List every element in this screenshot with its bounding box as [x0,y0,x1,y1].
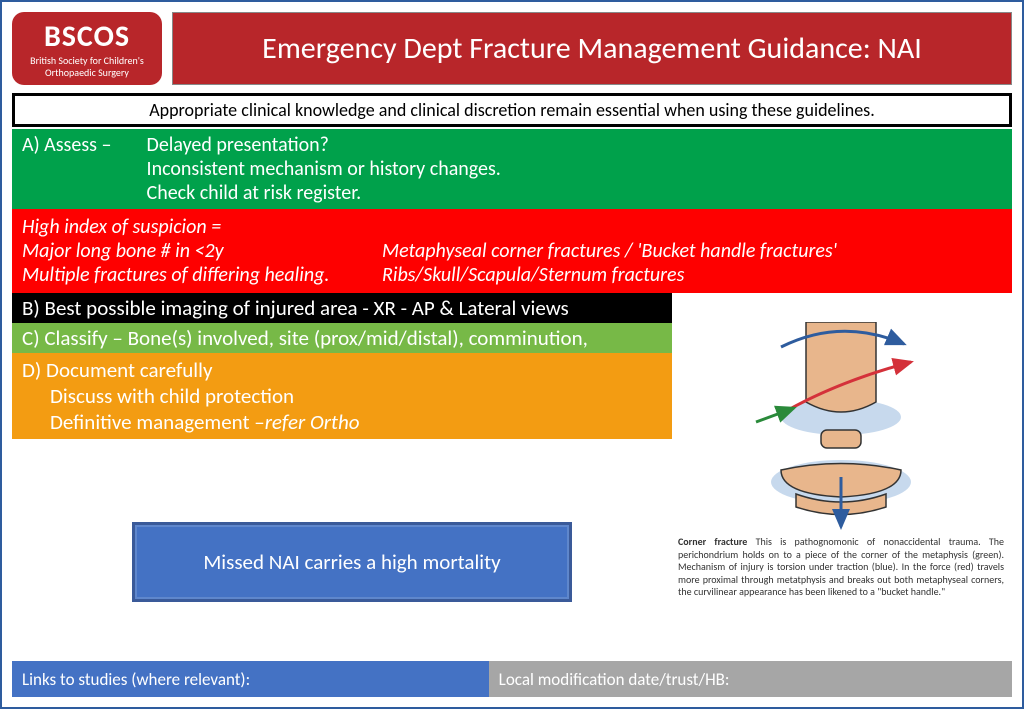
disclaimer-banner: Appropriate clinical knowledge and clini… [12,93,1012,127]
caption-bold: Corner fracture [678,535,747,548]
section-a-line1: Delayed presentation? [147,133,329,157]
suspicion-heading: High index of suspicion = [22,215,1002,239]
suspicion-right1: Metaphyseal corner fractures / 'Bucket h… [382,239,1002,263]
diagram-caption: Corner fracture This is pathognomonic of… [676,532,1006,603]
section-c-classify: C) Classify – Bone(s) involved, site (pr… [12,323,672,353]
logo-subtitle: British Society for Children's Orthopaed… [22,55,152,79]
mortality-callout: Missed NAI carries a high mortality [132,522,572,602]
section-d-document: D) Document carefully Discuss with child… [12,353,672,439]
logo-badge: BSCOS British Society for Children's Ort… [12,12,162,85]
section-d-line1: D) Document carefully [22,357,662,383]
fracture-diagram-svg [686,322,996,532]
section-a-label: A) Assess – [22,133,142,157]
suspicion-left1: Major long bone # in <2y [22,239,382,263]
section-d-line2: Discuss with child protection [22,383,662,409]
section-d-line3: Definitive management –refer Ortho [22,409,662,435]
footer-links: Links to studies (where relevant): [12,661,489,697]
logo-text: BSCOS [22,18,152,55]
section-a-line2: Inconsistent mechanism or history change… [147,157,501,181]
section-a-line3: Check child at risk register. [147,181,362,205]
section-a-content: Delayed presentation? Inconsistent mecha… [147,133,501,205]
header: BSCOS British Society for Children's Ort… [2,2,1022,93]
page-title: Emergency Dept Fracture Management Guida… [172,12,1012,85]
footer: Links to studies (where relevant): Local… [12,661,1012,697]
suspicion-left2: Multiple fractures of differing healing. [22,263,382,287]
section-b-imaging: B) Best possible imaging of injured area… [12,293,672,323]
corner-fracture-diagram: Corner fracture This is pathognomonic of… [676,322,1006,603]
footer-modification: Local modification date/trust/HB: [489,661,1012,697]
section-suspicion: High index of suspicion = Major long bon… [12,209,1012,293]
suspicion-right2: Ribs/Skull/Scapula/Sternum fractures [382,263,1002,287]
section-a-assess: A) Assess – Delayed presentation? Incons… [12,129,1012,209]
